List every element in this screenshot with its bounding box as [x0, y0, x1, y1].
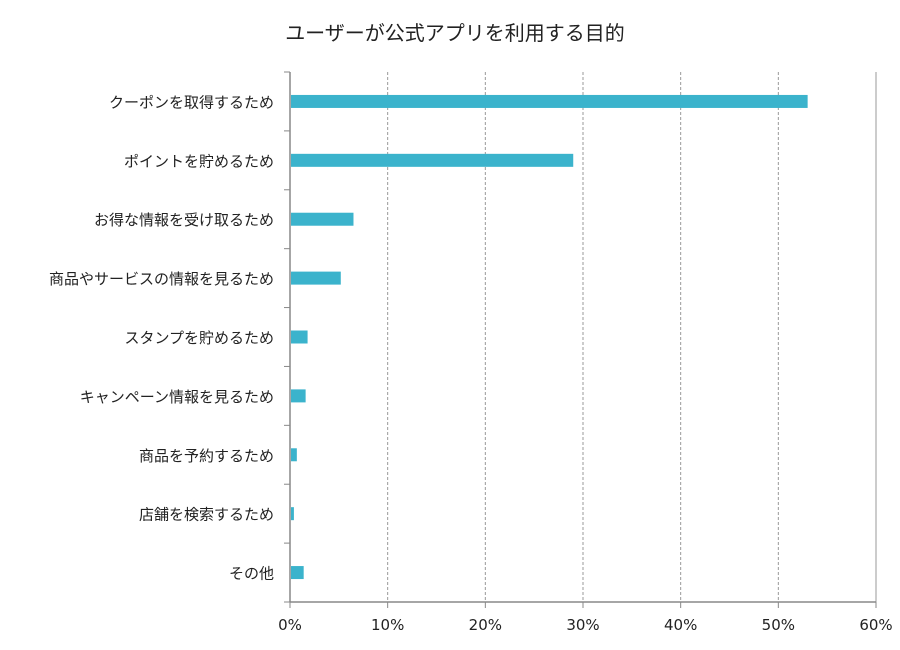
- bar: [291, 448, 297, 462]
- category-label: 商品を予約するため: [139, 447, 274, 465]
- x-tick-label: 20%: [469, 616, 502, 634]
- category-label: お得な情報を受け取るため: [94, 211, 274, 229]
- chart-title: ユーザーが公式アプリを利用する目的: [285, 21, 625, 45]
- category-label: クーポンを取得するため: [109, 93, 274, 111]
- category-label: ポイントを貯めるため: [124, 152, 274, 170]
- category-label: キャンペーン情報を見るため: [80, 388, 274, 406]
- bar: [291, 507, 294, 521]
- bar: [291, 153, 574, 167]
- x-tick-label: 60%: [859, 616, 892, 634]
- bar: [291, 212, 354, 226]
- x-tick-label: 50%: [762, 616, 795, 634]
- bar: [291, 389, 306, 403]
- category-label: 商品やサービスの情報を見るため: [49, 270, 274, 288]
- x-tick-label: 10%: [371, 616, 404, 634]
- category-label: その他: [229, 565, 274, 583]
- bar: [291, 566, 304, 580]
- category-label: 店舗を検索するため: [139, 506, 274, 524]
- x-tick-label: 40%: [664, 616, 697, 634]
- x-tick-label: 0%: [278, 616, 302, 634]
- bar: [291, 271, 341, 285]
- category-label: スタンプを貯めるため: [124, 329, 274, 347]
- x-tick-label: 30%: [566, 616, 599, 634]
- bar: [291, 94, 808, 108]
- bar: [291, 330, 308, 344]
